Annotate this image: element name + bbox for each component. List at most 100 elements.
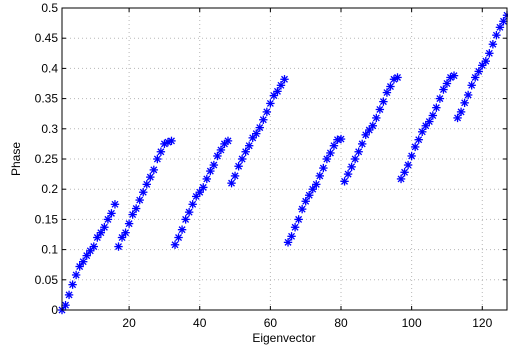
data-point [121,228,130,237]
y-tick-label: 0.5 [41,1,58,15]
data-point [153,154,162,164]
data-point [414,135,423,144]
data-point [167,136,176,146]
data-point [432,103,441,112]
data-points [57,11,508,315]
data-point [297,204,307,214]
data-point [368,121,377,130]
data-point [290,223,300,232]
data-point [234,162,243,171]
data-point [82,251,91,260]
data-point [110,200,120,209]
data-point [425,117,434,126]
data-point [273,87,282,96]
data-point [142,180,151,189]
data-point [488,40,498,49]
data-point [195,188,204,197]
ticks [62,7,507,311]
data-point [492,30,501,40]
data-point [329,141,339,150]
data-point [188,200,197,209]
data-point [453,113,462,123]
data-point [174,233,183,242]
data-point [117,233,127,242]
data-point [343,169,353,179]
data-point [322,154,332,164]
data-point [64,290,74,300]
y-tick-label: 0.4 [41,61,58,75]
y-tick-label: 0.1 [41,243,58,257]
data-point [223,136,233,146]
data-point [131,204,141,213]
data-point [315,171,325,181]
data-point [326,148,335,158]
data-point [252,129,261,138]
data-point [262,107,272,117]
data-point [478,61,487,70]
x-tick-label: 60 [264,316,278,330]
y-tick-label: 0.05 [35,273,59,287]
data-point [435,94,445,103]
data-point [393,73,402,82]
data-point [396,174,406,184]
data-point [294,215,303,224]
data-point [78,257,88,266]
data-point [149,165,159,175]
y-tick-label: 0.2 [41,182,58,196]
data-point [495,23,505,32]
data-point [340,177,349,186]
data-point [276,81,286,90]
data-point [89,242,98,251]
data-point [357,139,367,149]
data-point [474,67,483,76]
data-point [124,219,134,228]
y-tick-label: 0.3 [41,122,58,136]
x-tick-labels: 20 40 60 80 100 120 [122,316,492,330]
data-point [227,178,236,188]
data-point [199,183,208,192]
data-point [361,130,370,140]
data-point [170,240,180,249]
data-point [156,147,166,156]
data-point [407,151,416,161]
data-point [244,141,254,150]
data-point [61,300,70,310]
data-point [103,215,113,224]
y-tick-labels: 0 0.05 0.1 0.15 0.2 0.25 0.3 0.35 0.4 0.45 0.5 [35,1,59,317]
data-point [237,154,247,164]
y-axis-label: Phase [9,142,23,176]
y-tick-label: 0.25 [35,152,59,166]
data-point [439,85,448,94]
data-point [100,223,109,232]
data-point [75,262,84,271]
data-point [206,166,215,176]
data-point [213,151,222,161]
data-point [481,56,491,66]
data-point [375,105,385,114]
data-point [379,97,388,106]
data-point [139,188,148,197]
x-tick-label: 80 [334,316,348,330]
data-point [386,82,395,91]
data-point [266,99,275,108]
data-point [68,280,77,289]
data-point [467,81,476,90]
data-point [93,233,102,242]
data-point [301,197,310,206]
data-point [184,207,194,217]
data-point [347,162,356,172]
data-point [202,174,212,184]
data-point [96,228,106,237]
data-point [463,90,473,100]
data-point [382,88,392,97]
data-point [471,73,480,82]
data-point [485,49,494,58]
data-point [460,98,469,108]
data-point [305,191,314,200]
data-point [135,195,144,205]
data-point [372,113,381,123]
data-point [418,127,427,137]
x-tick-label: 100 [402,316,422,330]
x-tick-label: 20 [122,316,136,330]
